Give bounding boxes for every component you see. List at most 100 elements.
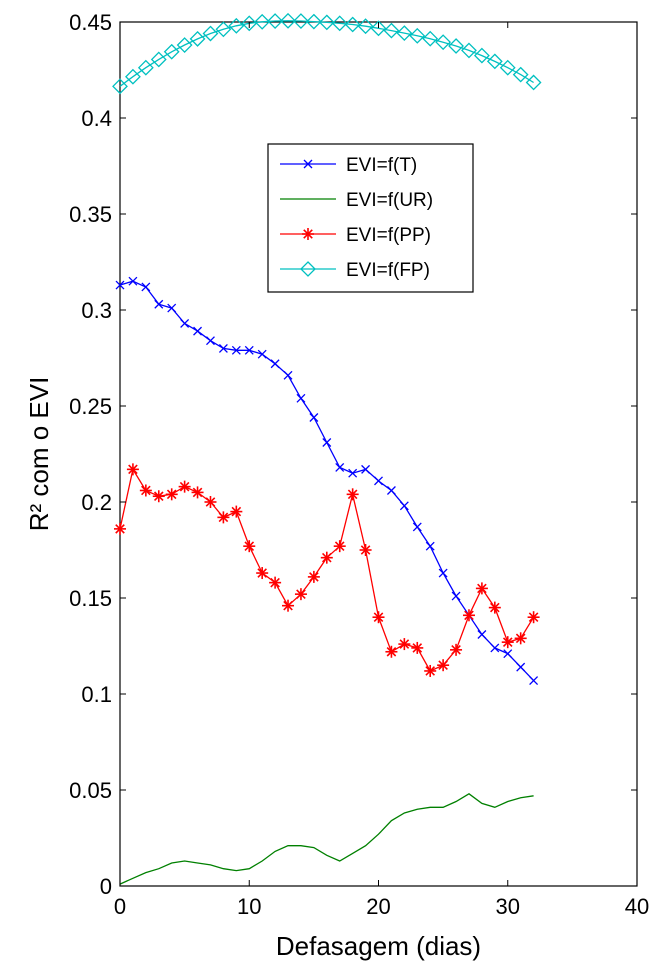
marker-stroke <box>412 522 422 532</box>
data-point-marker <box>514 632 527 645</box>
data-point-marker <box>267 13 284 29</box>
data-point-marker <box>152 490 165 503</box>
data-point-marker <box>228 17 245 34</box>
series-line <box>119 793 534 885</box>
marker-stroke <box>438 660 448 671</box>
marker-stroke <box>296 393 306 403</box>
marker-stroke <box>257 568 267 578</box>
legend-entry: EVI=f(UR) <box>280 190 433 211</box>
series-evi-f-fp- <box>112 12 542 95</box>
axis-ticks: 0 10 20 30 40 0 0.05 0.1 0.15 0.2 0.25 0.3 0.35 0.4 0.… <box>69 10 649 919</box>
legend: EVI=f(T) EVI=f(UR) EVI=f(PP) EVI=f(FP) <box>267 143 474 293</box>
data-point-marker <box>305 13 322 30</box>
data-point-marker <box>115 280 125 290</box>
data-point-marker <box>503 649 513 659</box>
data-point-marker <box>256 567 269 580</box>
data-point-marker <box>307 570 320 583</box>
marker-stroke <box>218 512 229 523</box>
marker-stroke <box>141 485 151 496</box>
data-point-marker <box>243 540 256 553</box>
marker-stroke <box>231 506 242 517</box>
data-point-marker <box>488 601 501 614</box>
marker-stroke <box>361 464 371 474</box>
data-point-marker <box>280 12 296 29</box>
y-tick-label: 0.45 <box>69 10 112 35</box>
data-point-marker <box>241 15 258 32</box>
data-point-marker <box>217 511 230 524</box>
data-point-marker <box>411 641 424 654</box>
x-tick-label: 40 <box>625 894 649 919</box>
marker-stroke <box>373 612 384 623</box>
data-point-marker <box>114 522 126 535</box>
data-point-marker <box>215 21 232 38</box>
data-point-marker <box>475 582 488 595</box>
y-tick-label: 0.1 <box>81 682 112 707</box>
data-point-marker <box>335 462 345 472</box>
marker-stroke <box>115 280 125 290</box>
marker-stroke <box>490 602 500 613</box>
legend-label: EVI=f(FP) <box>346 260 430 281</box>
marker-stroke <box>399 501 409 511</box>
data-point-marker <box>206 336 215 346</box>
data-point-marker <box>344 16 361 33</box>
y-tick-label: 0.3 <box>81 298 112 323</box>
data-point-marker <box>154 299 164 309</box>
marker-stroke <box>179 481 190 492</box>
x-tick-label: 10 <box>237 894 261 919</box>
data-point-marker <box>128 276 138 286</box>
data-point-marker <box>516 662 526 672</box>
data-point-marker <box>163 43 180 60</box>
data-point-marker <box>202 25 219 42</box>
data-point-marker <box>191 486 204 499</box>
data-point-marker <box>412 522 422 532</box>
data-point-marker <box>370 20 387 37</box>
data-point-marker <box>293 13 309 29</box>
marker-stroke <box>153 491 164 502</box>
series-evi-f-ur- <box>119 793 534 885</box>
data-point-marker <box>283 370 293 380</box>
x-tick-label: 20 <box>366 894 390 919</box>
marker-stroke <box>303 159 313 169</box>
marker-stroke <box>516 662 526 672</box>
y-tick-label: 0.2 <box>81 490 112 515</box>
marker-stroke <box>115 524 125 534</box>
marker-stroke <box>296 589 306 599</box>
data-point-marker <box>269 576 282 589</box>
marker-stroke <box>309 572 319 582</box>
data-point-marker <box>461 42 477 59</box>
data-point-marker <box>529 676 539 686</box>
data-point-marker <box>437 659 450 672</box>
y-tick-label: 0.35 <box>69 202 112 227</box>
marker-stroke <box>270 359 280 369</box>
marker-stroke <box>529 676 539 686</box>
data-point-marker <box>180 318 190 328</box>
legend-entry: EVI=f(T) <box>280 155 417 176</box>
data-point-marker <box>383 22 400 39</box>
data-point-marker <box>374 476 383 486</box>
series-layer <box>112 12 542 885</box>
data-point-marker <box>176 37 193 53</box>
data-point-marker <box>527 611 540 624</box>
data-point-marker <box>525 74 542 91</box>
marker-stroke <box>167 303 177 313</box>
data-point-marker <box>333 540 346 553</box>
marker-stroke <box>205 497 216 507</box>
data-point-marker <box>193 326 203 336</box>
marker-stroke <box>309 413 319 422</box>
data-point-marker <box>486 53 503 70</box>
marker-stroke <box>154 299 164 309</box>
marker-stroke <box>477 583 487 594</box>
data-point-marker <box>318 14 335 31</box>
marker-stroke <box>166 489 177 500</box>
data-point-marker <box>320 551 333 564</box>
data-point-marker <box>244 345 254 355</box>
data-point-marker <box>451 591 461 601</box>
marker-stroke <box>322 438 332 447</box>
marker-stroke <box>128 464 138 475</box>
data-point-marker <box>477 630 487 639</box>
x-tick-label: 0 <box>114 894 126 919</box>
legend-label: EVI=f(UR) <box>346 190 433 211</box>
data-point-marker <box>204 496 217 508</box>
data-point-marker <box>230 505 243 518</box>
marker-stroke <box>128 276 138 286</box>
